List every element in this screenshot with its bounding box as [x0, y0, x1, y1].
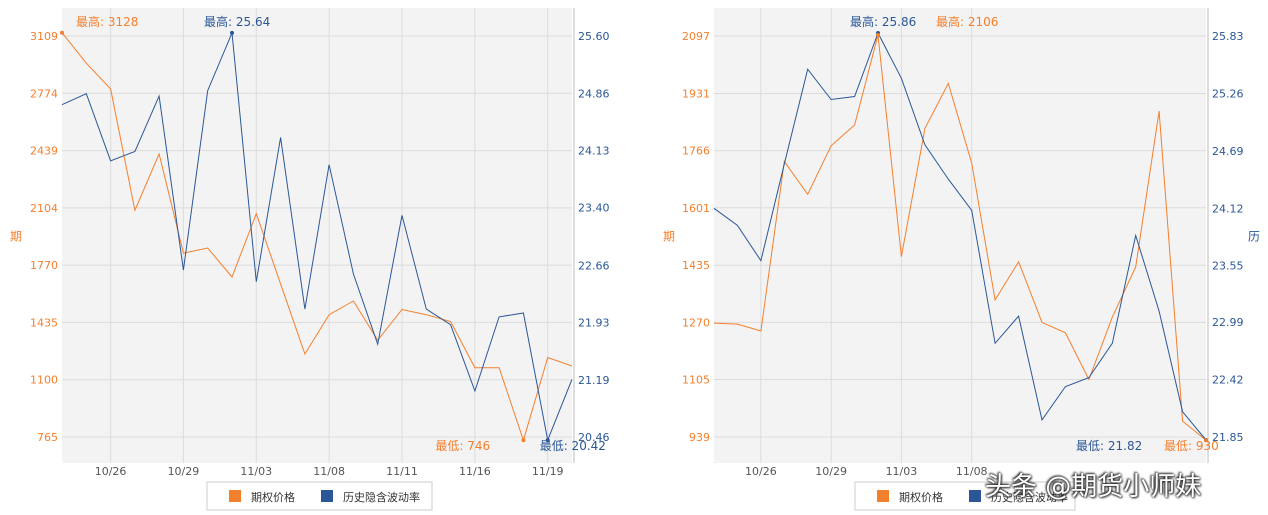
series-line-option-price: [61, 32, 573, 442]
y-axis-label-left: 期: [10, 230, 22, 244]
y-tick-left: 2439: [30, 145, 58, 158]
legend-swatch[interactable]: [229, 490, 241, 502]
y-axis-label-right: 历: [1248, 230, 1260, 244]
series-line-option-price: [713, 34, 1207, 441]
y-tick-left: 1435: [30, 316, 58, 329]
y-tick-left: 939: [689, 431, 710, 444]
legend-label: 历史隐含波动率: [991, 490, 1068, 504]
x-tick: 11/19: [532, 465, 564, 478]
extreme-point-marker: [60, 30, 64, 35]
y-tick-left: 1435: [682, 259, 710, 272]
y-tick-left: 2104: [30, 202, 58, 215]
y-tick-right: 21.93: [578, 316, 610, 329]
y-tick-left: 765: [37, 431, 58, 444]
y-tick-right: 25.26: [1212, 87, 1244, 100]
y-tick-left: 1100: [30, 374, 58, 387]
y-tick-left: 1770: [30, 259, 58, 272]
legend-box: [206, 481, 433, 511]
y-tick-left: 1270: [682, 316, 710, 329]
y-tick-right: 23.40: [578, 202, 610, 215]
y-tick-left: 2097: [682, 30, 710, 43]
y-tick-right: 20.46: [578, 431, 610, 444]
y-tick-right: 22.66: [578, 259, 610, 272]
y-tick-left: 3109: [30, 30, 58, 43]
y-tick-right: 22.42: [1212, 374, 1244, 387]
x-tick: 11/08: [313, 465, 345, 478]
y-tick-left: 2774: [30, 87, 58, 100]
x-tick: 11/03: [886, 465, 918, 478]
annotation-min: 最低: 21.82: [1076, 439, 1142, 453]
x-tick: 10/26: [95, 465, 127, 478]
x-tick: 11/03: [240, 465, 272, 478]
annotation-min: 最低: 930: [1164, 439, 1219, 453]
y-tick-right: 22.99: [1212, 316, 1244, 329]
extreme-point-marker: [545, 438, 550, 443]
legend-swatch[interactable]: [969, 490, 981, 502]
y-tick-right: 25.83: [1212, 30, 1244, 43]
y-tick-right: 24.69: [1212, 145, 1244, 158]
extreme-point-marker: [230, 30, 234, 35]
y-tick-left: 1601: [682, 202, 710, 215]
y-tick-right: 24.12: [1212, 202, 1244, 215]
y-tick-left: 1766: [682, 145, 710, 158]
annotation-max: 最高: 25.64: [204, 14, 270, 29]
y-tick-right: 21.85: [1212, 431, 1244, 444]
extreme-point-marker: [521, 438, 526, 443]
legend-label: 历史隐含波动率: [343, 490, 420, 504]
y-tick-right: 25.60: [578, 30, 610, 43]
x-tick: 11/11: [386, 465, 418, 478]
x-tick: 10/29: [168, 465, 200, 478]
legend-label: 期权价格: [251, 490, 295, 504]
y-axis-label-left: 期: [663, 230, 675, 244]
extreme-point-marker: [876, 32, 880, 37]
x-tick: 11/16: [459, 465, 491, 478]
legend-swatch[interactable]: [321, 490, 333, 502]
y-tick-right: 24.86: [578, 88, 610, 101]
extreme-point-marker: [1204, 438, 1208, 443]
watermark: 头条 @期货小师妹: [985, 472, 1202, 502]
x-tick: 10/26: [745, 465, 777, 478]
legend-label: 期权价格: [899, 490, 943, 504]
series-line-implied-vol: [61, 32, 573, 442]
legend-box: [854, 481, 1076, 511]
x-tick: 11/08: [956, 465, 988, 478]
plot-area-2: [714, 8, 1206, 463]
y-tick-right: 24.13: [578, 145, 610, 158]
legend-swatch[interactable]: [877, 490, 889, 502]
y-tick-left: 1931: [682, 87, 710, 100]
y-tick-left: 1105: [682, 374, 710, 387]
y-tick-right: 21.19: [578, 374, 610, 387]
annotation-min: 最低: 20.42: [540, 439, 606, 453]
annotation-max: 最高: 2106: [936, 14, 998, 29]
series-line-implied-vol: [713, 31, 1207, 441]
x-tick: 10/29: [815, 465, 847, 478]
annotation-max: 最高: 25.86: [850, 14, 916, 29]
annotation-max: 最高: 3128: [76, 14, 138, 29]
annotation-min: 最低: 746: [435, 439, 490, 453]
y-tick-right: 23.55: [1212, 260, 1244, 273]
